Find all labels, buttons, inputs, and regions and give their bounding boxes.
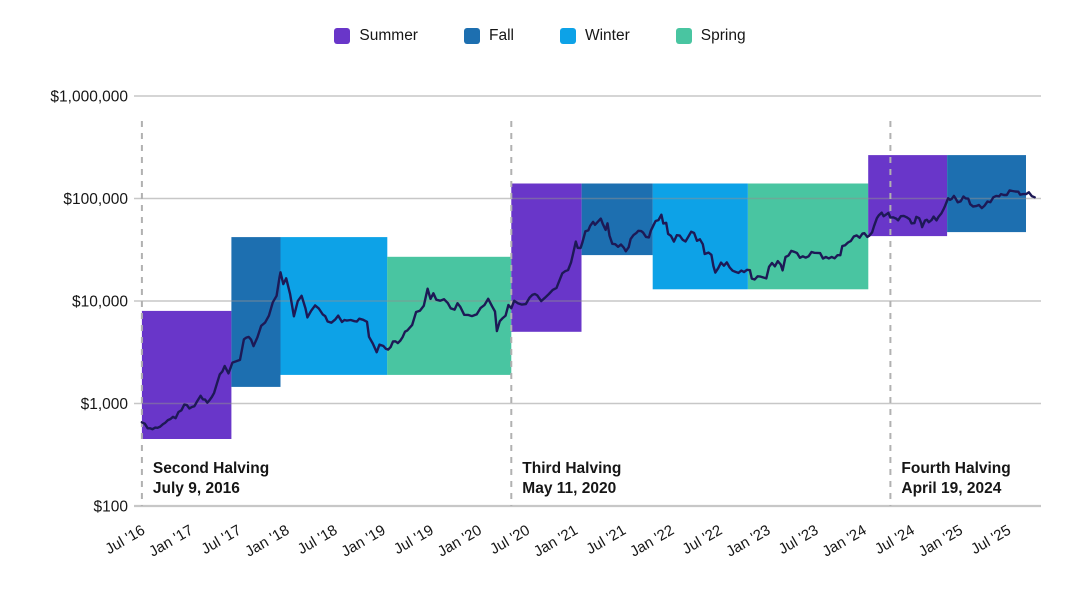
season-block-winter xyxy=(652,183,748,290)
y-tick-label-1000: $1,000 xyxy=(81,396,129,413)
halving-annotation-name-2: Fourth Halving xyxy=(901,460,1010,477)
x-tick-label-17: Jan '25 xyxy=(916,522,966,561)
x-tick-label-15: Jan '24 xyxy=(820,522,870,561)
legend-swatch-spring xyxy=(675,28,692,44)
legend-item-spring: Spring xyxy=(675,27,746,45)
halving-annotation-name-0: Second Halving xyxy=(153,460,269,477)
x-tick-label-14: Jul '23 xyxy=(776,522,822,558)
legend-item-fall: Fall xyxy=(463,27,514,45)
season-block-fall xyxy=(231,237,281,387)
halving-annotation-date-0: July 9, 2016 xyxy=(153,480,240,497)
season-block-summer xyxy=(868,155,948,237)
x-tick-label-2: Jul '17 xyxy=(199,522,245,558)
y-tick-label-1000000: $1,000,000 xyxy=(50,89,128,106)
halving-annotation-name-1: Third Halving xyxy=(522,460,621,477)
season-block-fall xyxy=(581,183,653,256)
season-block-spring xyxy=(748,183,869,290)
halving-annotation-date-1: May 11, 2020 xyxy=(522,480,616,497)
chart-legend: Summer Fall Winter Spring xyxy=(0,27,1080,45)
x-tick-label-0: Jul '16 xyxy=(102,522,148,558)
legend-label-summer: Summer xyxy=(359,27,418,44)
x-tick-label-10: Jul '21 xyxy=(583,522,629,558)
legend-swatch-fall xyxy=(463,28,480,44)
x-tick-label-4: Jul '18 xyxy=(295,522,341,558)
x-tick-label-7: Jan '20 xyxy=(435,522,485,561)
legend-item-winter: Winter xyxy=(559,27,630,45)
x-tick-label-5: Jan '19 xyxy=(339,522,389,561)
x-tick-label-1: Jan '17 xyxy=(146,522,196,561)
halving-annotation-date-2: April 19, 2024 xyxy=(901,480,1001,497)
x-tick-label-11: Jan '22 xyxy=(627,522,677,561)
season-block-fall xyxy=(947,155,1026,233)
x-tick-label-18: Jul '25 xyxy=(968,522,1014,558)
y-tick-label-100: $100 xyxy=(94,499,129,516)
x-tick-label-3: Jan '18 xyxy=(242,522,292,561)
y-tick-label-100000: $100,000 xyxy=(63,191,128,208)
season-block-summer xyxy=(511,183,582,332)
legend-swatch-summer xyxy=(334,28,351,44)
legend-item-summer: Summer xyxy=(334,27,418,45)
legend-label-spring: Spring xyxy=(700,27,746,44)
price-line xyxy=(140,189,1036,431)
season-block-spring xyxy=(387,256,512,375)
x-tick-label-8: Jul '20 xyxy=(487,522,533,558)
x-tick-label-6: Jul '19 xyxy=(391,522,437,558)
season-block-summer xyxy=(141,310,232,439)
x-tick-label-16: Jul '24 xyxy=(872,522,918,558)
x-tick-label-12: Jul '22 xyxy=(680,522,726,558)
x-tick-label-13: Jan '23 xyxy=(723,522,773,561)
y-tick-label-10000: $10,000 xyxy=(72,294,128,311)
x-tick-label-9: Jan '21 xyxy=(531,522,581,561)
legend-swatch-winter xyxy=(559,28,576,44)
season-block-winter xyxy=(280,237,388,375)
legend-label-fall: Fall xyxy=(488,27,514,44)
legend-label-winter: Winter xyxy=(584,27,630,44)
